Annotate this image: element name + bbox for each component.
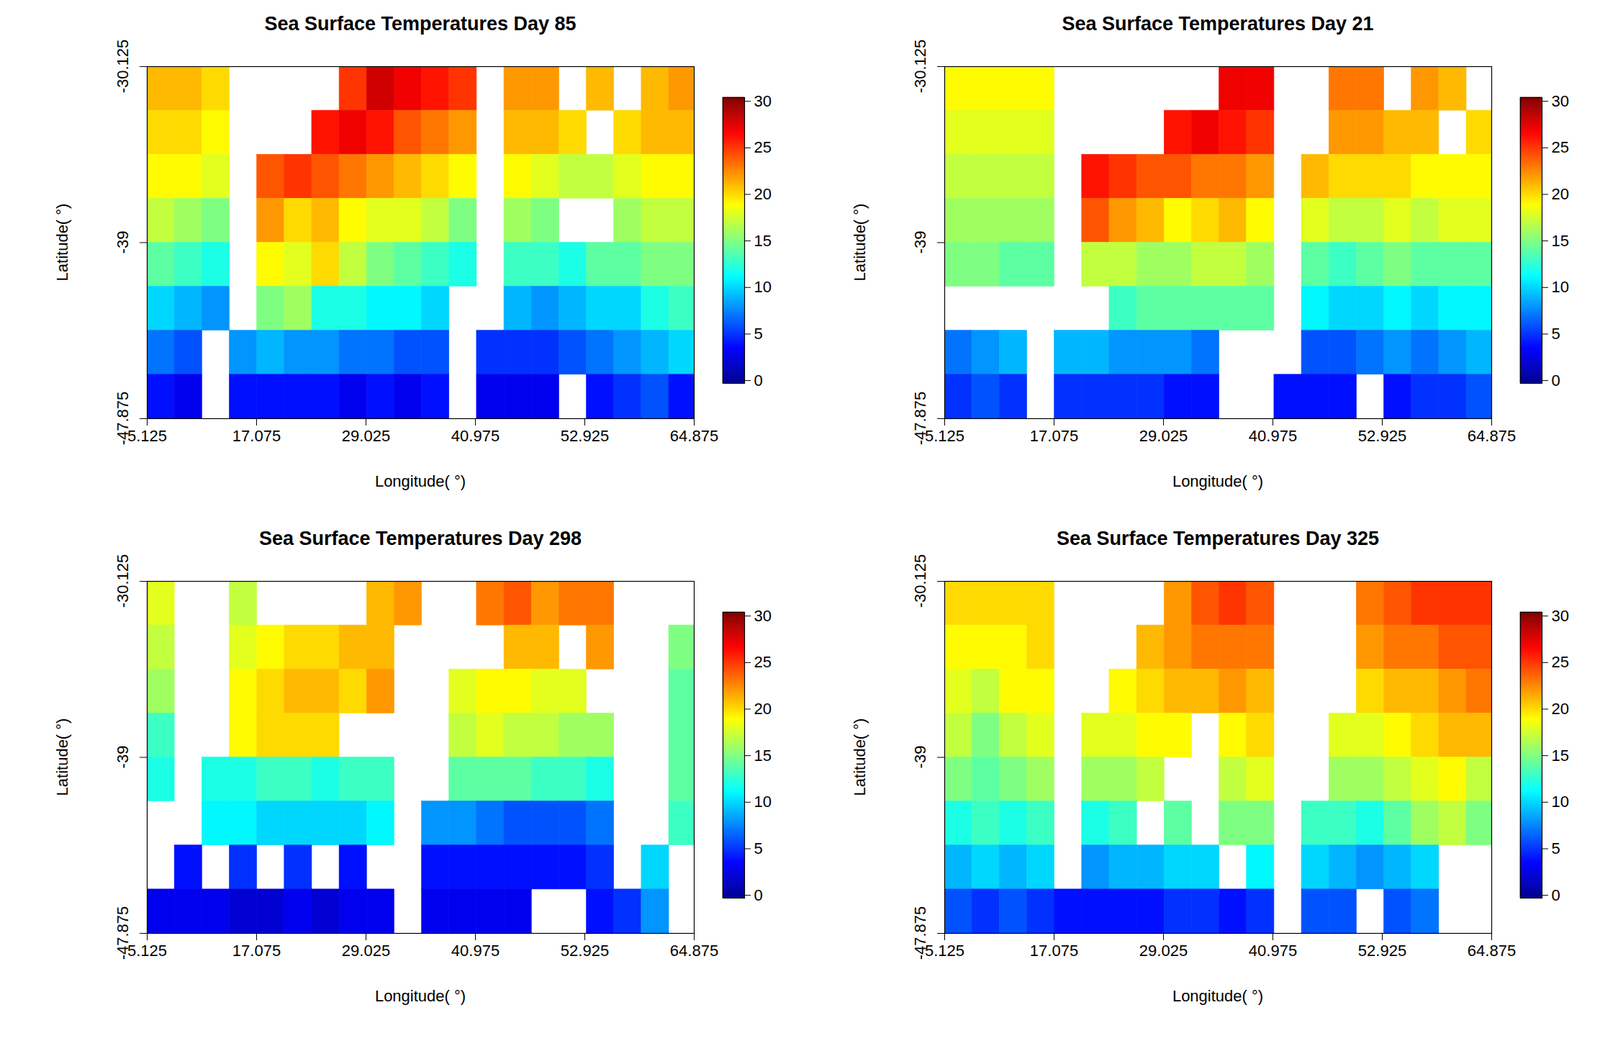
svg-text:10: 10 <box>754 792 772 811</box>
svg-text:-47.875: -47.875 <box>911 906 930 961</box>
svg-text:5.125: 5.125 <box>924 941 965 960</box>
svg-text:-30.125: -30.125 <box>911 554 930 609</box>
svg-text:Latitude( °): Latitude( °) <box>53 718 72 797</box>
svg-text:-39: -39 <box>911 745 930 769</box>
svg-text:20: 20 <box>1551 699 1570 718</box>
svg-text:15: 15 <box>754 746 772 765</box>
svg-text:-47.875: -47.875 <box>113 906 132 961</box>
svg-text:0: 0 <box>1551 371 1561 390</box>
svg-text:-39: -39 <box>911 231 930 255</box>
svg-text:25: 25 <box>754 138 772 157</box>
svg-text:5.125: 5.125 <box>127 941 167 960</box>
svg-text:29.025: 29.025 <box>1139 426 1188 445</box>
svg-text:40.975: 40.975 <box>451 941 500 960</box>
html-text:Sea Surface Temperatures Day 2: Sea Surface Temperatures Day 21 <box>1061 12 1374 35</box>
svg-text:0: 0 <box>1551 886 1561 905</box>
svg-text:17.075: 17.075 <box>232 426 281 445</box>
svg-text:Longitude( °): Longitude( °) <box>1172 472 1264 491</box>
svg-text:Latitude( °): Latitude( °) <box>850 718 869 797</box>
svg-text:Latitude( °): Latitude( °) <box>850 203 869 282</box>
svg-text:29.025: 29.025 <box>341 426 391 445</box>
svg-text:10: 10 <box>1551 277 1570 296</box>
svg-text:40.975: 40.975 <box>1248 426 1297 445</box>
svg-text:-30.125: -30.125 <box>113 554 132 609</box>
svg-text:5.125: 5.125 <box>127 426 167 445</box>
svg-text:-47.875: -47.875 <box>113 391 132 446</box>
svg-text:5: 5 <box>1551 324 1561 343</box>
svg-text:0: 0 <box>754 886 763 905</box>
svg-text:10: 10 <box>754 277 772 296</box>
svg-text:64.875: 64.875 <box>1467 941 1516 960</box>
svg-text:Longitude( °): Longitude( °) <box>374 986 466 1005</box>
svg-text:30: 30 <box>754 92 772 111</box>
svg-text:52.925: 52.925 <box>1358 426 1407 445</box>
svg-text:29.025: 29.025 <box>341 941 391 960</box>
svg-text:15: 15 <box>1551 231 1570 250</box>
svg-text:15: 15 <box>1551 746 1570 765</box>
svg-text:30: 30 <box>754 606 772 625</box>
svg-text:25: 25 <box>1551 138 1570 157</box>
svg-text:64.875: 64.875 <box>670 941 719 960</box>
svg-text:5: 5 <box>754 839 763 858</box>
html-text:Sea Surface Temperatures Day 2: Sea Surface Temperatures Day 298 <box>259 527 582 550</box>
html-text:Sea Surface Temperatures Day 3: Sea Surface Temperatures Day 325 <box>1056 527 1380 550</box>
svg-text:Longitude( °): Longitude( °) <box>374 472 466 491</box>
svg-text:40.975: 40.975 <box>1248 941 1297 960</box>
svg-text:52.925: 52.925 <box>560 426 609 445</box>
svg-text:-30.125: -30.125 <box>911 39 930 94</box>
svg-text:64.875: 64.875 <box>1467 426 1516 445</box>
svg-text:10: 10 <box>1551 792 1570 811</box>
html-text:Sea Surface Temperatures Day 8: Sea Surface Temperatures Day 85 <box>264 12 577 35</box>
svg-text:40.975: 40.975 <box>451 426 500 445</box>
svg-text:15: 15 <box>754 231 772 250</box>
svg-text:29.025: 29.025 <box>1139 941 1188 960</box>
svg-text:5: 5 <box>1551 839 1561 858</box>
svg-text:25: 25 <box>1551 652 1570 671</box>
svg-text:17.075: 17.075 <box>232 941 281 960</box>
svg-text:20: 20 <box>1551 184 1570 203</box>
svg-text:20: 20 <box>754 184 772 203</box>
svg-text:Latitude( °): Latitude( °) <box>53 203 72 282</box>
svg-text:0: 0 <box>754 371 763 390</box>
svg-text:17.075: 17.075 <box>1029 426 1079 445</box>
svg-text:20: 20 <box>754 699 772 718</box>
svg-text:-39: -39 <box>113 745 132 769</box>
svg-text:Longitude( °): Longitude( °) <box>1172 986 1264 1005</box>
svg-text:52.925: 52.925 <box>560 941 609 960</box>
svg-text:5.125: 5.125 <box>924 426 965 445</box>
svg-text:30: 30 <box>1551 92 1570 111</box>
svg-text:-39: -39 <box>113 231 132 255</box>
svg-text:52.925: 52.925 <box>1358 941 1407 960</box>
svg-text:30: 30 <box>1551 606 1570 625</box>
svg-text:-30.125: -30.125 <box>113 39 132 94</box>
svg-text:5: 5 <box>754 324 763 343</box>
svg-text:17.075: 17.075 <box>1029 941 1079 960</box>
svg-text:25: 25 <box>754 652 772 671</box>
svg-text:64.875: 64.875 <box>670 426 719 445</box>
svg-text:-47.875: -47.875 <box>911 391 930 446</box>
